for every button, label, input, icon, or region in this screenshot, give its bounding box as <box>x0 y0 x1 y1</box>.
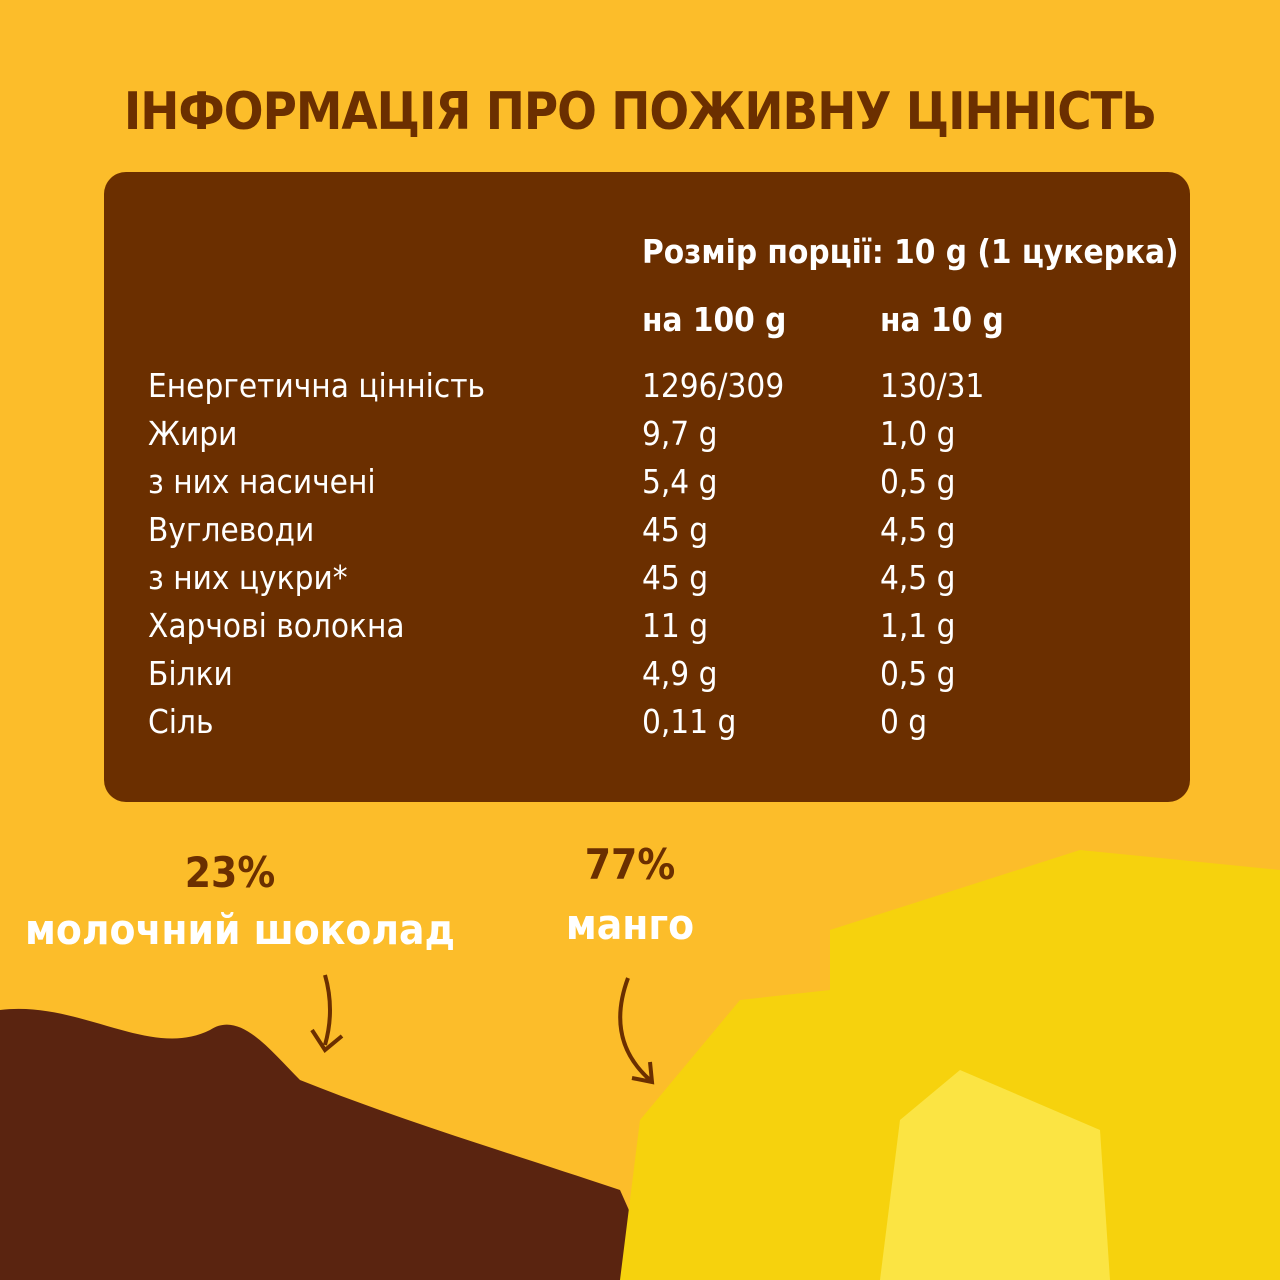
arrow <box>310 974 344 1053</box>
value: 4,9 g <box>642 654 718 693</box>
value: 1296/309 <box>642 366 785 405</box>
value: 130/31 <box>880 366 985 405</box>
nutrient: Харчові волокна <box>148 606 405 645</box>
value: 45 g <box>642 510 709 549</box>
percent-label: 23% <box>184 848 276 897</box>
value: 0 g <box>880 702 928 741</box>
value: 11 g <box>642 606 709 645</box>
nutrient: Сіль <box>148 702 214 741</box>
value: 5,4 g <box>642 462 718 501</box>
value: 1,0 g <box>880 414 956 453</box>
value: 0,5 g <box>880 654 956 693</box>
column-header: на 100 g <box>642 300 787 339</box>
ingredient-label: манго <box>565 900 695 949</box>
value: 4,5 g <box>880 510 956 549</box>
nutrient: Вуглеводи <box>148 510 315 549</box>
arrow <box>618 977 655 1085</box>
nutrient: Енергетична цінність <box>148 366 485 405</box>
value: 1,1 g <box>880 606 956 645</box>
value: 0,5 g <box>880 462 956 501</box>
mango <box>620 850 1280 1280</box>
value: 45 g <box>642 558 709 597</box>
nutrient: Білки <box>148 654 233 693</box>
title: ІНФОРМАЦІЯ ПРО ПОЖИВНУ ЦІННІСТЬ <box>123 82 1157 142</box>
value: 4,5 g <box>880 558 956 597</box>
serving-size: Розмір порції: 10 g (1 цукерка) <box>642 232 1179 271</box>
nutrition-panel <box>104 172 1190 802</box>
nutrient: Жири <box>148 414 238 453</box>
mango-cube <box>880 1070 1110 1280</box>
percent-label: 77% <box>584 840 676 889</box>
chocolate <box>0 1008 660 1280</box>
nutrient: з них цукри* <box>148 558 348 597</box>
value: 0,11 g <box>642 702 737 741</box>
value: 9,7 g <box>642 414 718 453</box>
ingredient-label: молочний шоколад <box>24 905 456 954</box>
nutrient: з них насичені <box>148 462 376 501</box>
column-header: на 10 g <box>880 300 1004 339</box>
